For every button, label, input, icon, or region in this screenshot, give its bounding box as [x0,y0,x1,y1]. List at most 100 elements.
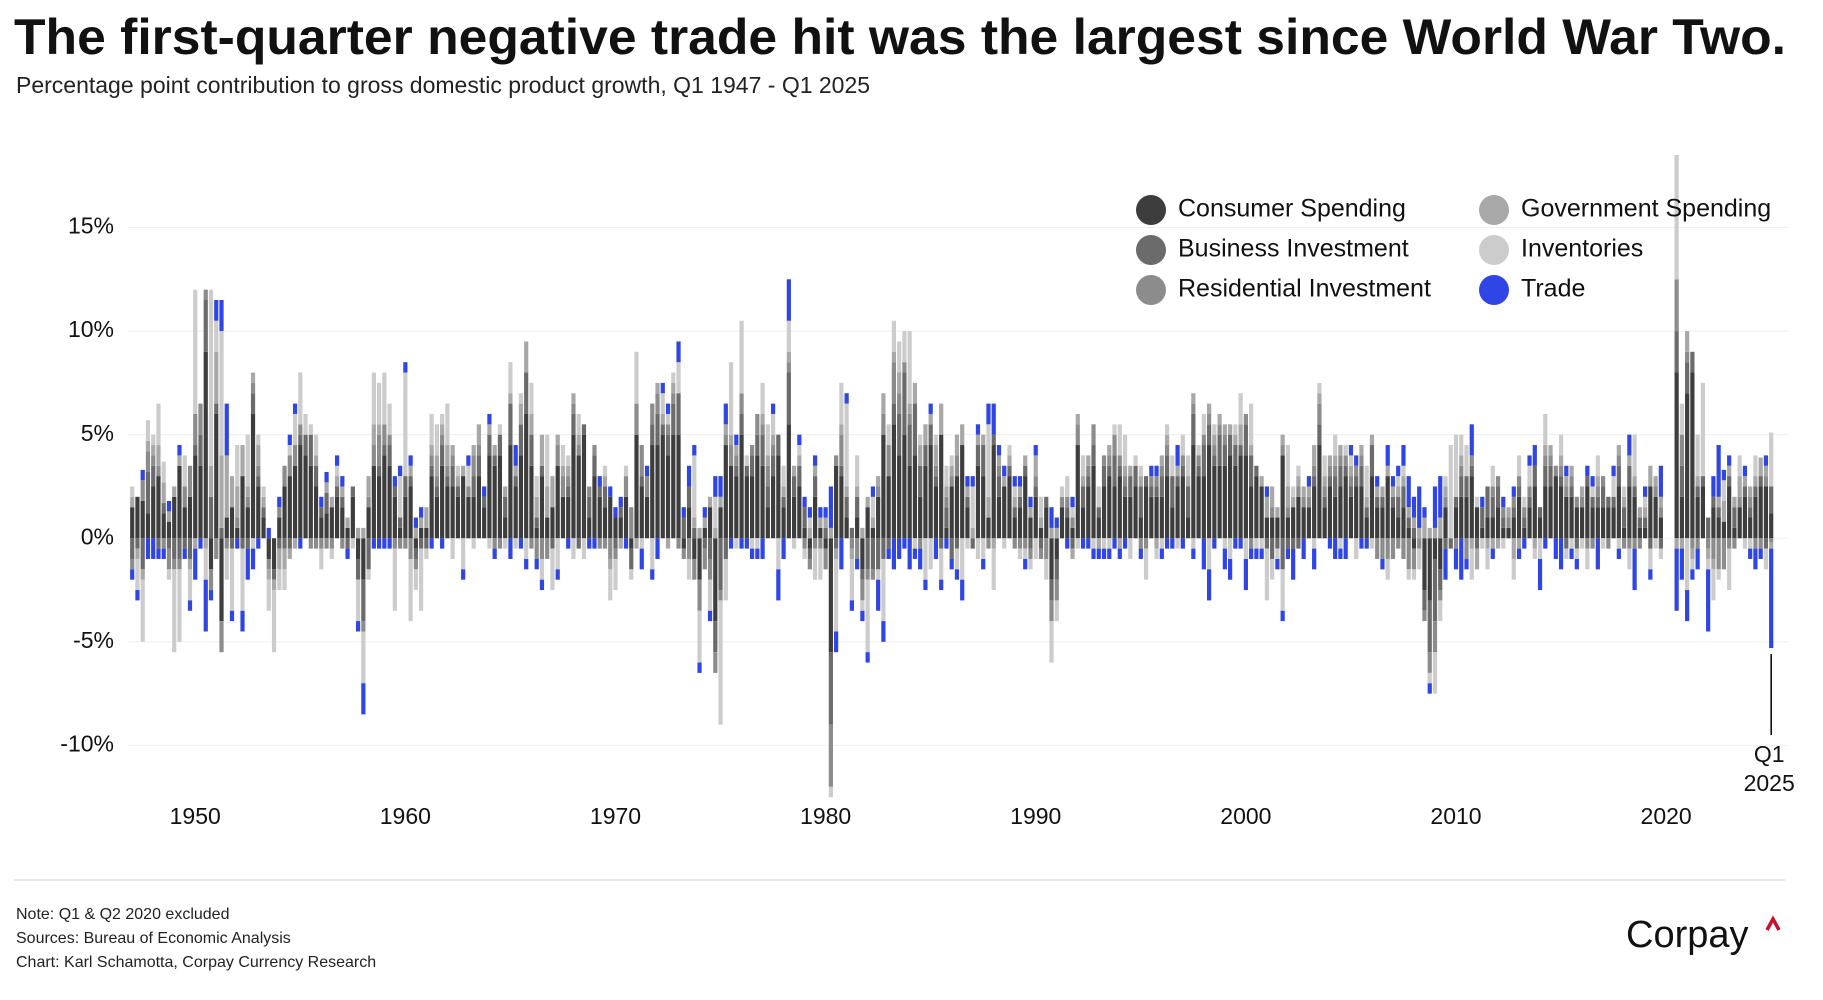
bar-segment [1317,403,1322,425]
bar-segment [1101,465,1107,487]
bar-segment [1264,548,1269,601]
bar-segment [308,465,313,539]
bar-segment [1438,476,1443,518]
bar-segment [965,476,970,487]
bar-segment [760,465,765,539]
bar-segment [377,465,382,477]
bar-segment [996,445,1002,456]
bar-segment [618,507,623,518]
bar-segment [413,569,418,591]
bar-segment [392,476,397,487]
bar-segment [1480,496,1485,508]
bar-segment [455,486,460,497]
bar-segment [1080,507,1086,539]
bar-segment [671,382,676,394]
bar-segment [545,538,550,559]
bar-segment [1312,548,1317,570]
bar-segment [261,517,266,539]
bar-segment [1600,507,1606,539]
bar-segment [355,579,361,622]
bar-segment [1537,538,1543,559]
bar-segment [807,548,812,559]
bar-segment [434,496,439,539]
bar-segment [855,486,860,497]
bar-segment [986,517,991,539]
bar-segment [692,538,697,559]
bar-segment [996,465,1002,477]
bar-segment [350,538,355,549]
bar-segment [954,569,960,580]
bar-segment [151,445,156,456]
bar-segment [1548,455,1553,466]
bar-segment [235,527,240,539]
bar-segment [1228,434,1233,456]
bar-segment [182,507,187,539]
bar-segment [193,538,198,549]
bar-segment [1312,465,1317,477]
legend-label: Inventories [1521,235,1643,263]
bar-segment [1070,527,1075,539]
bar-segment [581,424,587,435]
bar-segment [765,465,770,487]
bar-segment [1028,507,1033,518]
bar-segment [1249,548,1254,559]
bar-segment [203,351,208,539]
bar-segment [1595,507,1600,539]
bar-segment [933,476,939,487]
bar-segment [665,538,671,549]
bar-segment [1264,517,1269,539]
bar-segment [1312,538,1317,549]
bar-segment [996,455,1002,466]
bar-segment [849,600,854,611]
bar-segment [1527,496,1532,508]
bar-segment [1170,538,1175,549]
bar-segment [1138,538,1143,549]
bar-segment [250,382,256,394]
bar-segment [876,538,881,570]
bar-segment [271,579,277,591]
bar-segment [1543,413,1548,446]
bar-segment [450,538,455,559]
bar-segment [876,569,881,580]
bar-segment [497,538,503,549]
bar-segment [1469,548,1474,580]
bar-segment [576,434,581,446]
bar-segment [734,476,739,539]
bar-segment [476,476,482,539]
bar-segment [865,507,870,539]
bar-segment [939,548,944,580]
bar-segment [1080,476,1086,487]
bar-segment [1737,507,1742,539]
bar-segment [392,538,397,549]
bar-segment [1143,486,1149,539]
bar-segment [1532,445,1537,466]
bar-segment [1516,538,1522,549]
bar-segment [1516,486,1522,497]
bar-segment [256,538,261,549]
bar-segment [1122,538,1128,549]
bar-segment [1595,538,1600,570]
bar-segment [734,465,739,477]
bar-segment [371,465,376,539]
bar-segment [292,403,298,414]
bar-segment [1511,538,1516,559]
bar-segment [1516,496,1522,539]
bar-segment [665,403,671,414]
bar-segment [765,455,770,466]
bar-segment [686,538,692,559]
bar-segment [860,600,865,611]
bar-segment [1086,455,1091,466]
bar-segment [1396,517,1401,539]
bar-segment [492,548,497,559]
bar-segment [429,538,434,549]
bar-segment [792,465,797,477]
bar-segment [1721,500,1727,522]
bar-segment [135,538,140,549]
bar-segment [166,511,172,522]
bar-segment [1490,548,1495,559]
bar-segment [1469,465,1474,477]
bar-segment [329,507,334,539]
bar-segment [461,465,466,477]
bar-segment [1674,279,1679,332]
bar-segment [1611,507,1616,539]
